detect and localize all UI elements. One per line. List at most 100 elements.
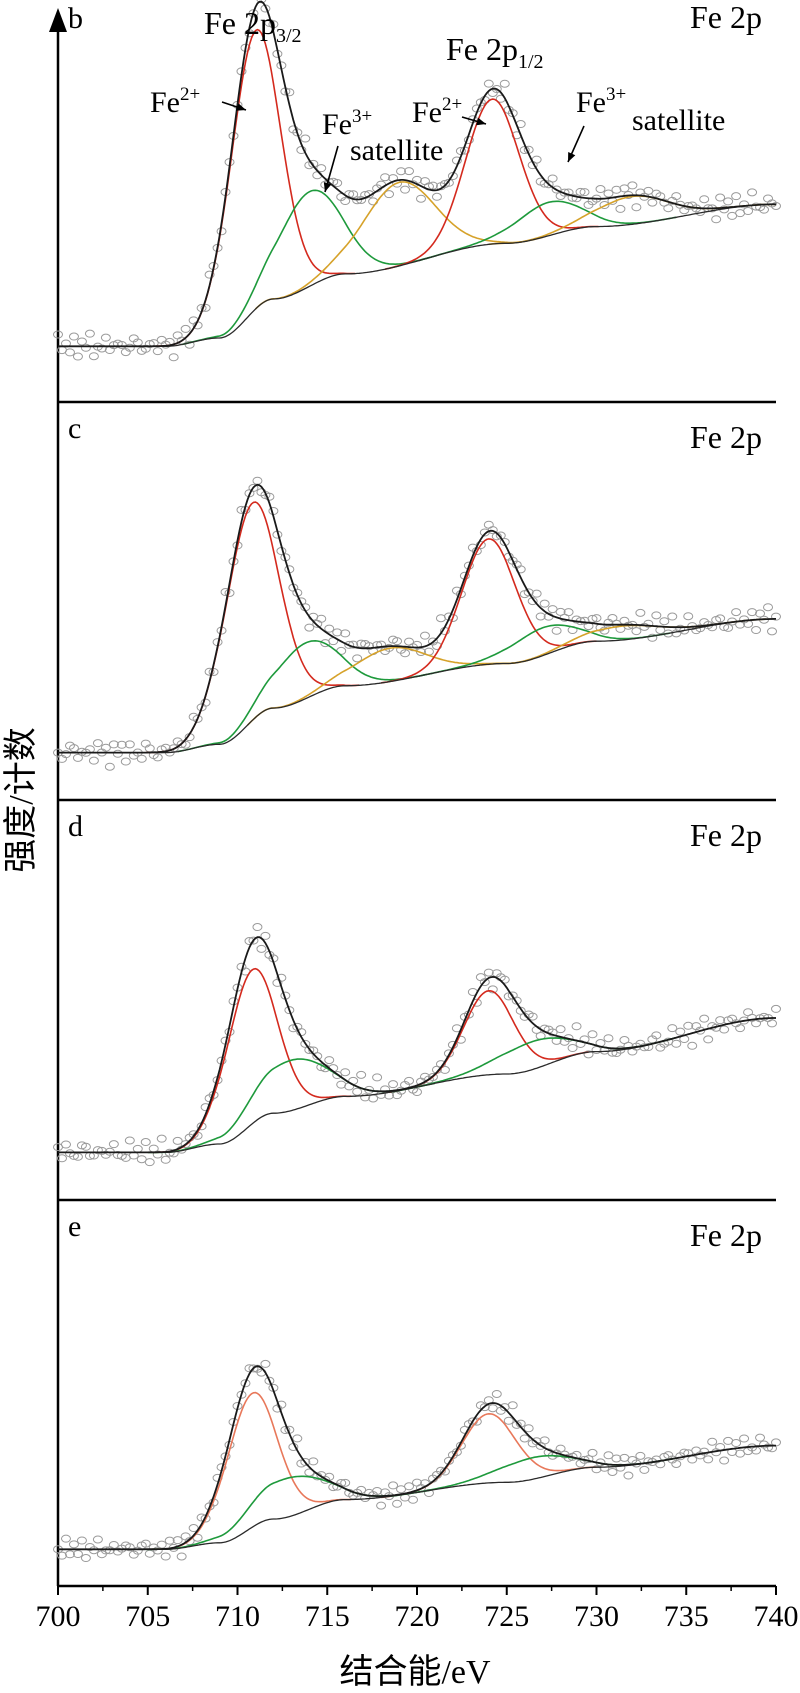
data-point [372, 1073, 383, 1082]
annotation-fe-2p1-2: Fe 2p1/2 [446, 31, 544, 73]
data-point [60, 750, 71, 759]
arrow-fe3-left-head [323, 182, 332, 192]
data-point [300, 1039, 311, 1048]
data-point [651, 611, 662, 620]
data-point [332, 628, 343, 637]
data-point [156, 1540, 167, 1549]
component-satellite-719 [254, 181, 543, 310]
data-point [767, 1019, 778, 1028]
data-point [611, 185, 622, 194]
envelope-line [58, 936, 776, 1154]
data-point [292, 1434, 303, 1443]
data-point [108, 1140, 119, 1149]
data-point [695, 1026, 706, 1035]
data-point [376, 640, 387, 649]
data-point [571, 1022, 582, 1031]
data-point [635, 608, 646, 617]
data-point [152, 753, 163, 762]
data-point [312, 1052, 323, 1061]
panel-title: Fe 2p [690, 0, 762, 35]
data-point [324, 624, 335, 633]
data-point [587, 1448, 598, 1457]
data-point [527, 1012, 538, 1021]
data-point [184, 1537, 195, 1546]
axes-layer: 700 705 710 715 720 725 730 735 740 [36, 8, 799, 1633]
data-point [687, 1041, 698, 1050]
data-point [715, 1016, 726, 1025]
data-point [152, 1150, 163, 1159]
data-point [503, 1416, 514, 1425]
data-point [771, 201, 781, 210]
data-point [140, 1539, 151, 1548]
data-point [76, 337, 87, 346]
data-point [308, 1457, 319, 1466]
data-point [388, 1080, 399, 1089]
data-point [475, 973, 486, 982]
data-point [723, 197, 734, 206]
data-point [236, 505, 247, 514]
panel-c: c Fe 2p [53, 412, 781, 771]
data-point [124, 343, 135, 352]
data-point [699, 195, 710, 204]
data-point [715, 193, 726, 202]
data-point [124, 740, 135, 749]
data-point [715, 614, 726, 623]
data-point [671, 1039, 682, 1048]
data-point [683, 612, 694, 621]
data-point [124, 1136, 135, 1145]
data-point [719, 1025, 730, 1034]
data-points [53, 1359, 781, 1563]
data-point [372, 641, 383, 650]
data-point [567, 1043, 578, 1052]
data-point [112, 749, 123, 758]
data-point [300, 1458, 311, 1467]
data-point [675, 1027, 686, 1036]
data-point [723, 623, 734, 632]
data-point [487, 526, 498, 535]
data-point [144, 1549, 155, 1558]
data-point [104, 762, 115, 771]
component-fe2-724 [388, 989, 589, 1094]
data-point [180, 324, 191, 333]
data-point [184, 340, 195, 349]
data-point [431, 192, 442, 201]
data-point [404, 1482, 415, 1491]
data-point [100, 1546, 111, 1555]
component-fe2-710.8 [151, 1391, 352, 1550]
data-point [176, 740, 187, 749]
data-point [703, 1035, 714, 1044]
x-axis-label: 结合能/eV [339, 1653, 491, 1691]
data-point [132, 1144, 143, 1153]
data-point [252, 923, 263, 932]
data-point [68, 1540, 79, 1549]
data-point [100, 333, 111, 342]
data-point [248, 483, 259, 492]
data-point [280, 1425, 291, 1434]
data-point [72, 1550, 83, 1559]
data-point [372, 1486, 383, 1495]
data-points [53, 476, 781, 771]
data-point [575, 187, 586, 196]
data-point [412, 1088, 422, 1097]
data-point [595, 185, 606, 194]
data-point [755, 1433, 766, 1442]
data-point [707, 1437, 718, 1446]
data-point [583, 1050, 594, 1059]
data-point [220, 588, 231, 597]
data-point [384, 190, 395, 199]
data-point [483, 968, 494, 977]
data-point [260, 1359, 271, 1368]
data-point [555, 1444, 566, 1453]
data-point [487, 985, 498, 994]
data-point [64, 1550, 75, 1559]
data-point [747, 608, 758, 617]
data-point [419, 177, 430, 186]
data-point [659, 617, 670, 626]
data-point [519, 1434, 530, 1443]
data-point [651, 189, 662, 198]
data-point [639, 1465, 650, 1474]
data-point [156, 1134, 167, 1143]
data-point [751, 202, 762, 211]
data-point [507, 1401, 518, 1410]
data-point [56, 1154, 67, 1163]
